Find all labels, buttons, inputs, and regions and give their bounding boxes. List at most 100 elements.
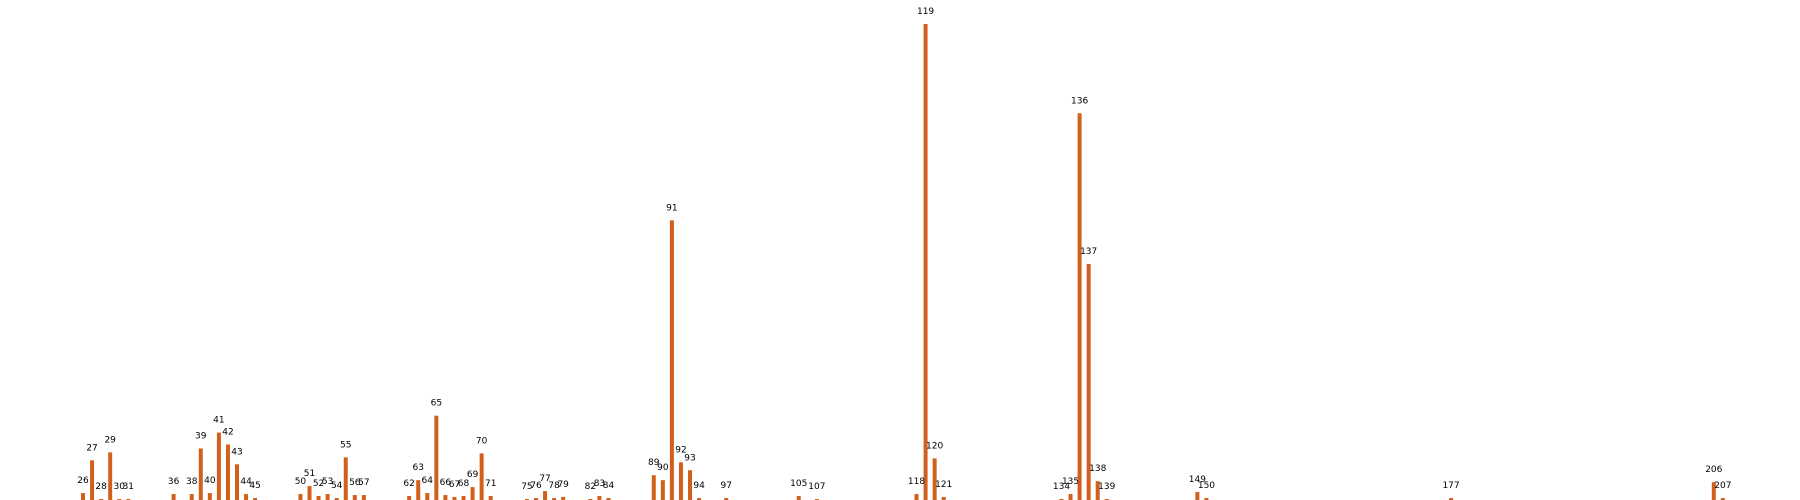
bar-118 bbox=[914, 494, 919, 500]
bar-62 bbox=[407, 496, 412, 500]
bar-label-44: 44 bbox=[240, 477, 252, 487]
bar-54 bbox=[334, 498, 339, 500]
bar-52 bbox=[316, 496, 321, 500]
bar-65 bbox=[434, 415, 439, 500]
bar-label-30: 30 bbox=[114, 482, 126, 492]
bar-label-149: 149 bbox=[1189, 475, 1206, 485]
bar-71 bbox=[488, 496, 493, 500]
bar-label-139: 139 bbox=[1098, 482, 1115, 492]
bar-label-121: 121 bbox=[935, 480, 952, 490]
bar-label-50: 50 bbox=[295, 477, 307, 487]
bar-53 bbox=[325, 494, 330, 500]
bar-label-29: 29 bbox=[104, 435, 116, 445]
bar-label-137: 137 bbox=[1080, 247, 1097, 257]
bar-79 bbox=[561, 497, 566, 500]
bar-40 bbox=[207, 493, 212, 500]
bar-89 bbox=[651, 475, 656, 500]
bar-label-66: 66 bbox=[440, 478, 452, 488]
bar-105 bbox=[796, 496, 801, 500]
bar-77 bbox=[543, 491, 548, 500]
bar-label-135: 135 bbox=[1062, 477, 1079, 487]
bar-label-82: 82 bbox=[585, 482, 596, 492]
bar-90 bbox=[660, 480, 665, 500]
bar-label-26: 26 bbox=[77, 476, 89, 486]
bar-84 bbox=[606, 498, 611, 500]
bar-label-28: 28 bbox=[95, 482, 107, 492]
bar-label-69: 69 bbox=[467, 470, 479, 480]
bar-41 bbox=[216, 432, 221, 500]
bar-label-56: 56 bbox=[349, 478, 361, 488]
bar-label-136: 136 bbox=[1071, 96, 1088, 106]
bar-206 bbox=[1711, 482, 1716, 500]
bar-label-90: 90 bbox=[657, 463, 669, 473]
bar-label-41: 41 bbox=[213, 416, 224, 426]
bar-label-93: 93 bbox=[684, 453, 695, 463]
bar-label-78: 78 bbox=[548, 481, 560, 491]
bar-label-84: 84 bbox=[603, 481, 615, 491]
bar-label-79: 79 bbox=[557, 480, 569, 490]
bar-45 bbox=[253, 498, 258, 500]
bar-label-36: 36 bbox=[168, 477, 180, 487]
bar-136 bbox=[1077, 113, 1082, 500]
bar-149 bbox=[1195, 492, 1200, 500]
bar-93 bbox=[688, 470, 693, 500]
bar-label-207: 207 bbox=[1714, 481, 1731, 491]
bar-78 bbox=[552, 498, 557, 500]
bar-70 bbox=[479, 453, 484, 500]
bar-67 bbox=[452, 497, 457, 500]
bar-label-76: 76 bbox=[530, 481, 542, 491]
bar-label-94: 94 bbox=[693, 481, 705, 491]
bar-label-97: 97 bbox=[721, 481, 732, 491]
bar-label-120: 120 bbox=[926, 441, 943, 451]
bar-38 bbox=[189, 494, 194, 500]
bar-label-119: 119 bbox=[917, 7, 934, 17]
bar-label-64: 64 bbox=[422, 476, 434, 486]
bar-label-150: 150 bbox=[1198, 481, 1215, 491]
bar-label-52: 52 bbox=[313, 479, 324, 489]
bar-66 bbox=[443, 495, 448, 500]
bar-64 bbox=[425, 493, 430, 500]
bar-label-105: 105 bbox=[790, 479, 807, 489]
bar-label-42: 42 bbox=[222, 427, 233, 437]
bar-label-177: 177 bbox=[1442, 481, 1459, 491]
bar-label-107: 107 bbox=[808, 482, 825, 492]
bar-label-39: 39 bbox=[195, 431, 207, 441]
bar-label-75: 75 bbox=[521, 482, 532, 492]
bar-135 bbox=[1068, 494, 1073, 500]
bar-83 bbox=[597, 496, 602, 500]
bar-label-91: 91 bbox=[666, 203, 677, 213]
bar-207 bbox=[1720, 498, 1725, 500]
bar-92 bbox=[678, 462, 683, 500]
bar-label-38: 38 bbox=[186, 477, 198, 487]
bar-label-31: 31 bbox=[123, 482, 134, 492]
bar-label-65: 65 bbox=[431, 399, 442, 409]
bar-label-92: 92 bbox=[675, 445, 686, 455]
bar-label-67: 67 bbox=[449, 480, 460, 490]
bar-43 bbox=[235, 464, 240, 500]
bar-42 bbox=[225, 444, 230, 500]
bar-label-63: 63 bbox=[412, 463, 423, 473]
bar-68 bbox=[461, 496, 466, 500]
bar-label-54: 54 bbox=[331, 481, 343, 491]
bar-36 bbox=[171, 494, 176, 500]
bar-label-40: 40 bbox=[204, 476, 216, 486]
bar-44 bbox=[244, 494, 249, 500]
bar-69 bbox=[470, 487, 475, 500]
bar-63 bbox=[416, 480, 421, 500]
bar-119 bbox=[923, 24, 928, 500]
bar-label-62: 62 bbox=[403, 479, 414, 489]
bar-39 bbox=[198, 448, 203, 500]
bar-137 bbox=[1086, 263, 1091, 500]
bar-94 bbox=[697, 498, 702, 500]
bar-label-43: 43 bbox=[231, 447, 242, 457]
bar-56 bbox=[352, 495, 357, 500]
bar-label-27: 27 bbox=[86, 443, 97, 453]
bar-29 bbox=[108, 452, 113, 500]
bar-label-51: 51 bbox=[304, 469, 315, 479]
bar-label-57: 57 bbox=[358, 478, 369, 488]
bar-55 bbox=[343, 457, 348, 500]
bar-label-138: 138 bbox=[1089, 464, 1106, 474]
bar-label-70: 70 bbox=[476, 436, 488, 446]
bar-label-77: 77 bbox=[539, 474, 550, 484]
